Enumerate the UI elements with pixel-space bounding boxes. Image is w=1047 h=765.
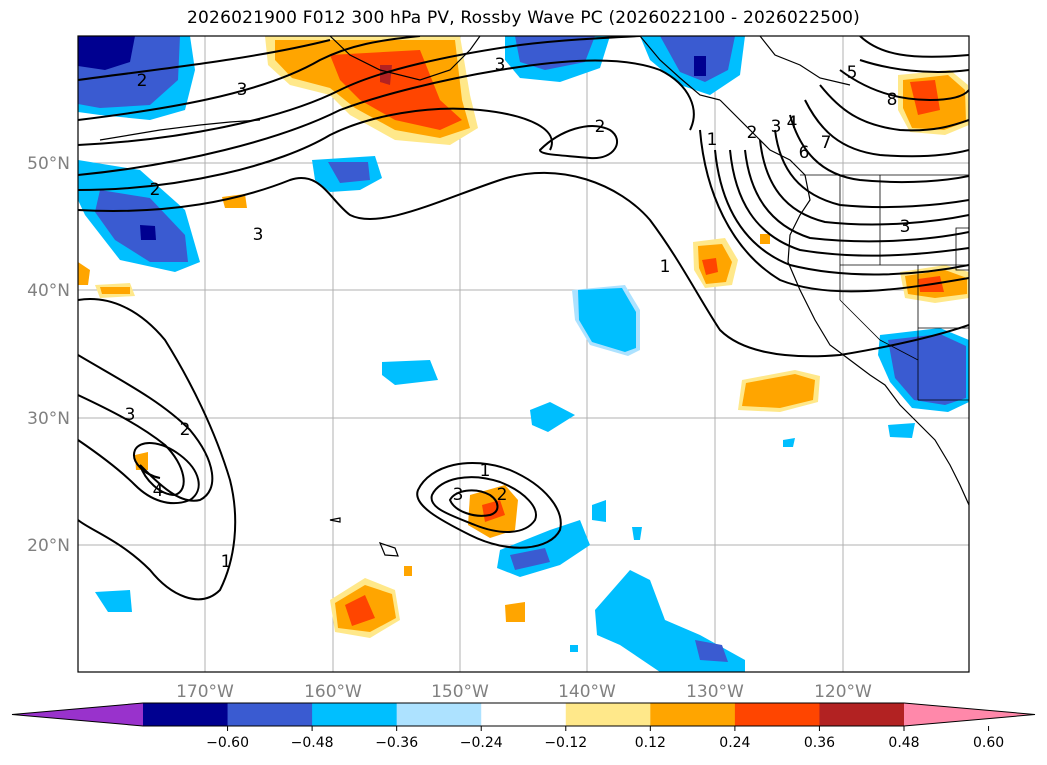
colorbar-segment xyxy=(819,703,905,726)
lat-label-40n: 40°N xyxy=(27,281,70,301)
colorbar-extension-high xyxy=(904,703,1035,726)
negative-anomaly xyxy=(632,527,642,540)
colorbar-tick-label: 0.60 xyxy=(973,735,1004,751)
positive-anomaly xyxy=(910,80,940,115)
lon-label-120w: 120°W xyxy=(814,682,872,702)
negative-anomaly xyxy=(78,36,135,70)
colorbar-tick-label: −0.12 xyxy=(544,735,587,751)
lat-label-30n: 30°N xyxy=(27,409,70,429)
colorbar-segment xyxy=(734,703,820,726)
contour-label: 3 xyxy=(125,405,136,425)
colorbar: −0.60 −0.48 −0.36 −0.24 −0.12 0.12 0.24 0.36 0.4… xyxy=(11,702,1036,751)
contour-label: 3 xyxy=(495,55,506,75)
contour-label: 3 xyxy=(237,80,248,100)
colorbar-outline xyxy=(11,702,1036,727)
colorbar-segment xyxy=(312,703,398,726)
contour-label: 1 xyxy=(660,257,671,277)
colorbar-segment xyxy=(650,703,736,726)
positive-anomaly xyxy=(222,194,247,208)
positive-anomaly xyxy=(742,374,815,408)
colorbar-tick-label: −0.36 xyxy=(375,735,418,751)
colorbar-segment xyxy=(143,703,229,726)
positive-anomaly xyxy=(482,500,505,522)
contour-label: 2 xyxy=(150,180,161,200)
colorbar-segment xyxy=(227,703,313,726)
lon-label-170w: 170°W xyxy=(176,682,234,702)
positive-anomaly xyxy=(380,65,392,85)
contour-label: 1 xyxy=(221,552,232,572)
contour-label: 4 xyxy=(787,113,798,133)
contour-label: 2 xyxy=(137,71,148,91)
positive-anomaly xyxy=(505,602,525,622)
colorbar-tick-label: −0.48 xyxy=(291,735,334,751)
colorbar-tick-label: −0.60 xyxy=(206,735,249,751)
longitude-labels: 170°W 160°W 150°W 140°W 130°W 120°W xyxy=(176,682,872,702)
negative-anomaly xyxy=(140,225,156,240)
contour-label: 6 xyxy=(799,143,810,163)
colorbar-tick-label: 0.24 xyxy=(719,735,750,751)
colorbar-segment xyxy=(396,703,482,726)
contour-label: 4 xyxy=(153,481,164,501)
lat-label-20n: 20°N xyxy=(27,536,70,556)
contour-label: 2 xyxy=(595,117,606,137)
contour-label: 5 xyxy=(847,63,858,83)
colorbar-tick-label: 0.48 xyxy=(888,735,919,751)
contour-label: 3 xyxy=(771,117,782,137)
positive-anomaly xyxy=(345,595,375,626)
colorbar-segment xyxy=(565,703,651,726)
negative-anomaly xyxy=(888,423,915,438)
contour-label: 2 xyxy=(180,420,191,440)
negative-anomaly xyxy=(382,360,438,385)
colorbar-segment xyxy=(481,703,567,726)
contour-label: 8 xyxy=(887,90,898,110)
lon-label-150w: 150°W xyxy=(431,682,489,702)
contour-label: 3 xyxy=(900,217,911,237)
lat-label-50n: 50°N xyxy=(27,154,70,174)
borders xyxy=(800,174,969,401)
positive-anomaly xyxy=(78,262,90,285)
negative-anomaly xyxy=(530,402,575,432)
negative-anomaly xyxy=(510,548,550,570)
contour-label: 7 xyxy=(821,133,832,153)
colorbar-extension-low xyxy=(12,703,143,726)
contour-label: 1 xyxy=(707,130,718,150)
lon-label-130w: 130°W xyxy=(686,682,744,702)
contour-lines xyxy=(78,36,969,601)
latitude-labels: 50°N 40°N 30°N 20°N xyxy=(27,154,70,556)
contour-label: 3 xyxy=(453,485,464,505)
negative-anomaly xyxy=(578,288,636,352)
contour-label: 3 xyxy=(253,225,264,245)
positive-anomaly xyxy=(100,287,130,294)
colorbar-tick-label: 0.36 xyxy=(804,735,835,751)
negative-anomaly xyxy=(783,438,795,447)
contour-label: 2 xyxy=(497,485,508,505)
lon-label-140w: 140°W xyxy=(558,682,616,702)
negative-anomaly xyxy=(570,645,578,652)
colorbar-tick-label: −0.24 xyxy=(460,735,503,751)
negative-anomaly xyxy=(888,334,966,405)
colorbar-tick-label: 0.12 xyxy=(635,735,666,751)
map-background xyxy=(78,36,969,672)
contour-label: 2 xyxy=(747,123,758,143)
negative-anomaly xyxy=(95,590,132,612)
contour-label-group: 2 3 3 2 2 1 3 5 8 1 2 3 4 6 7 3 3 2 4 1 … xyxy=(125,55,911,572)
positive-anomaly xyxy=(760,234,770,244)
positive-anomaly xyxy=(702,258,718,275)
map-frame xyxy=(77,35,970,673)
negative-anomaly xyxy=(695,640,728,662)
negative-anomaly xyxy=(592,500,606,522)
contour-label: 1 xyxy=(480,461,491,481)
lon-label-160w: 160°W xyxy=(304,682,362,702)
map-title: 2026021900 F012 300 hPa PV, Rossby Wave … xyxy=(187,8,860,28)
negative-anomaly xyxy=(328,162,370,183)
negative-anomaly xyxy=(694,56,706,76)
positive-anomaly xyxy=(404,566,412,576)
